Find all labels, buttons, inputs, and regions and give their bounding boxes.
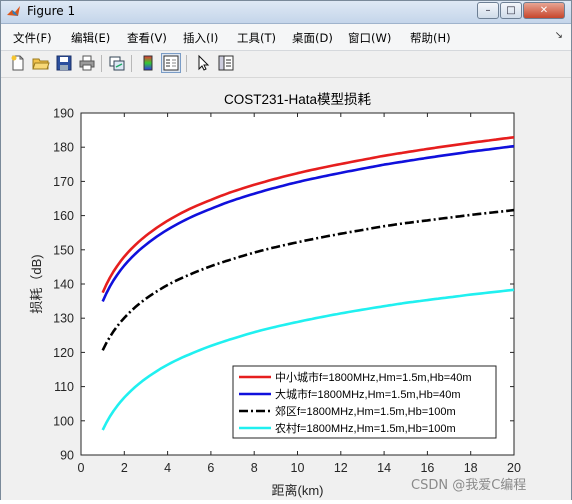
y-tick-label: 180: [53, 141, 74, 155]
y-tick-label: 140: [53, 278, 74, 292]
legend-entry-small-city: 中小城市f=1800MHz,Hm=1.5m,Hb=40m: [275, 370, 472, 384]
x-tick-label: 0: [78, 461, 85, 475]
maximize-button[interactable]: □: [500, 2, 522, 19]
series-large-city-line[interactable]: [101, 144, 515, 302]
line-chart[interactable]: COST231-Hata模型损耗 0 2 4 6 8 10 12 14 16 18 20 90 100 11…: [1, 78, 571, 500]
series-small-city-line[interactable]: [101, 136, 515, 294]
menu-window[interactable]: 窗口(W): [348, 31, 392, 45]
y-tick-label: 110: [54, 380, 74, 394]
legend-entry-large-city: 大城市f=1800MHz,Hm=1.5m,Hb=40m: [275, 387, 461, 401]
toolbar-separator: [101, 55, 102, 72]
menu-tools[interactable]: 工具(T): [237, 31, 276, 45]
legend-entry-suburban: 郊区f=1800MHz,Hm=1.5m,Hb=100m: [275, 405, 456, 418]
insert-colorbar-icon[interactable]: [139, 54, 157, 72]
chart-title: COST231-Hata模型损耗: [224, 92, 372, 107]
x-tick-label: 4: [164, 461, 171, 475]
y-tick-label: 150: [53, 243, 74, 257]
x-tick-label: 12: [334, 461, 348, 475]
x-tick-label: 16: [420, 461, 434, 475]
edit-plot-arrow-icon[interactable]: [194, 54, 212, 72]
maximize-icon: □: [506, 5, 516, 16]
menu-bar: 文件(F) 编辑(E) 查看(V) 插入(I) 工具(T) 桌面(D) 窗口(W…: [1, 24, 571, 51]
x-tick-label: 18: [464, 461, 478, 475]
legend-entry-rural: 农村f=1800MHz,Hm=1.5m,Hb=100m: [275, 421, 456, 435]
x-tick-label: 10: [291, 461, 305, 475]
toolbar-separator: [186, 55, 187, 72]
link-plot-icon[interactable]: [108, 54, 126, 72]
close-icon: ✕: [539, 5, 549, 16]
y-tick-label: 120: [53, 346, 74, 360]
new-figure-icon[interactable]: [9, 54, 27, 72]
y-tick-label: 160: [53, 209, 74, 223]
insert-legend-icon[interactable]: [161, 53, 181, 73]
figure-toolbar: [1, 51, 571, 78]
x-tick-label: 6: [207, 461, 214, 475]
menu-help[interactable]: 帮助(H): [410, 31, 451, 45]
x-tick-label: 14: [377, 461, 391, 475]
menu-insert[interactable]: 插入(I): [183, 31, 219, 45]
title-bar[interactable]: Figure 1 – □ ✕: [1, 1, 571, 24]
property-inspector-icon[interactable]: [217, 54, 235, 72]
figure-canvas: COST231-Hata模型损耗 0 2 4 6 8 10 12 14 16 18 20 90 100 11…: [1, 78, 571, 500]
y-tick-label: 190: [53, 107, 74, 121]
open-file-icon[interactable]: [32, 54, 50, 72]
legend-box[interactable]: [232, 365, 497, 439]
matlab-logo-icon: [7, 6, 20, 16]
x-tick-label: 8: [251, 461, 258, 475]
y-axis-label: 损耗（dB): [29, 254, 44, 313]
y-tick-label: 100: [53, 414, 74, 428]
x-tick-label: 20: [507, 461, 521, 475]
print-icon[interactable]: [78, 54, 96, 72]
close-button[interactable]: ✕: [523, 2, 565, 19]
menu-desktop[interactable]: 桌面(D): [292, 31, 333, 45]
series-rural-line[interactable]: [101, 288, 515, 431]
menu-view[interactable]: 查看(V): [127, 31, 167, 45]
x-axis-label: 距离(km): [272, 483, 324, 498]
y-tick-label: 170: [53, 175, 74, 189]
save-icon[interactable]: [55, 54, 73, 72]
menu-edit[interactable]: 编辑(E): [71, 31, 111, 45]
menu-file[interactable]: 文件(F): [13, 31, 52, 45]
window-title: Figure 1: [27, 4, 76, 18]
y-tick-label: 130: [53, 312, 74, 326]
toolbar-separator: [131, 55, 132, 72]
minimize-button[interactable]: –: [477, 2, 499, 19]
minimize-icon: –: [485, 5, 491, 16]
series-suburban-line[interactable]: [101, 208, 515, 351]
watermark-text: CSDN @我爱C编程: [411, 478, 527, 493]
x-tick-label: 2: [121, 461, 128, 475]
y-tick-label: 90: [60, 449, 74, 463]
dock-arrow-icon[interactable]: ↘: [554, 30, 563, 41]
